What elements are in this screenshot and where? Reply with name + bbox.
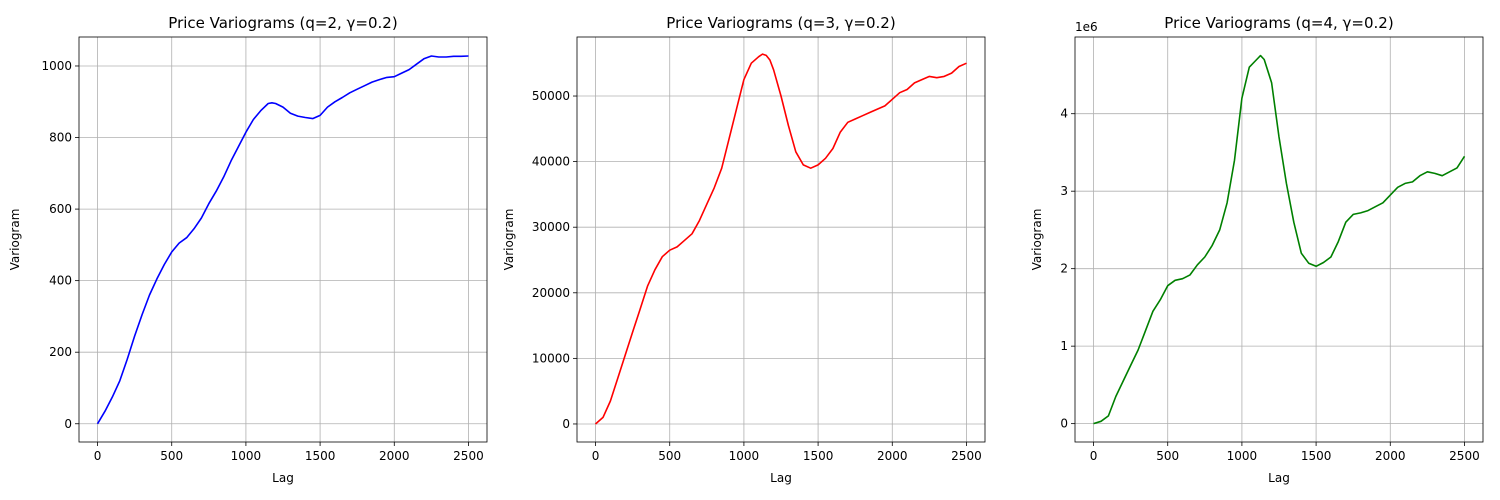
plot-frame (576, 36, 986, 443)
x-tick-label: 2000 (877, 449, 908, 463)
y-axis-label: Variogram (8, 209, 22, 271)
y-tick-label: 10000 (532, 351, 570, 365)
x-axis-label: Lag (1268, 471, 1290, 485)
series-line-1 (1093, 54, 1466, 425)
y-tick-label: 200 (49, 345, 72, 359)
chart-title: Price Variograms (q=4, γ=0.2) (1164, 14, 1393, 32)
x-axis-label: Lag (272, 471, 294, 485)
series-line-1 (96, 55, 469, 425)
chart-panel-1: 0 500 1000 1500 2000 2500 0 200 400 600 800 1000 Pri… (8, 14, 488, 485)
x-tick-label: 0 (1090, 449, 1098, 463)
y-tick-label: 2 (1060, 262, 1068, 276)
chart-title: Price Variograms (q=2, γ=0.2) (168, 14, 397, 32)
y-tick-label: 800 (49, 131, 72, 145)
x-tick-label: 1000 (231, 449, 262, 463)
x-tick-label: 500 (160, 449, 183, 463)
y-tick-label: 3 (1060, 184, 1068, 198)
y-tick-label: 50000 (532, 89, 570, 103)
y-offset-label: 1e6 (1075, 20, 1098, 34)
y-axis-label: Variogram (1030, 209, 1044, 271)
chart-panel-2: 0 500 1000 1500 2000 2500 0 10000 20000 30000 4000… (502, 14, 986, 485)
x-axis-label: Lag (770, 471, 792, 485)
y-tick-label: 400 (49, 274, 72, 288)
x-tick-label: 2000 (1375, 449, 1406, 463)
chart-title: Price Variograms (q=3, γ=0.2) (666, 14, 895, 32)
x-tick-label: 2500 (453, 449, 484, 463)
y-tick-label: 1000 (41, 59, 72, 73)
y-tick-label: 0 (64, 417, 72, 431)
plot-frame (1074, 36, 1484, 443)
y-tick-label: 40000 (532, 155, 570, 169)
x-tick-label: 0 (94, 449, 102, 463)
x-tick-label: 2500 (1449, 449, 1480, 463)
x-tick-label: 1500 (1301, 449, 1332, 463)
x-tick-label: 0 (592, 449, 600, 463)
chart-panel-3: 0 500 1000 1500 2000 2500 0 1 2 3 4 Price Variogram… (1030, 14, 1484, 485)
y-tick-label: 0 (562, 417, 570, 431)
x-tick-label: 2000 (379, 449, 410, 463)
x-tick-label: 1500 (803, 449, 834, 463)
x-tick-label: 1000 (1227, 449, 1258, 463)
y-tick-label: 20000 (532, 286, 570, 300)
y-tick-label: 1 (1060, 339, 1068, 353)
x-tick-label: 2500 (951, 449, 982, 463)
y-tick-label: 600 (49, 202, 72, 216)
plot-frame (78, 36, 488, 443)
y-tick-label: 30000 (532, 220, 570, 234)
y-tick-label: 4 (1060, 107, 1068, 121)
x-tick-label: 1500 (305, 449, 336, 463)
series-line-1 (594, 53, 967, 425)
y-tick-label: 0 (1060, 417, 1068, 431)
y-axis-label: Variogram (502, 209, 516, 271)
x-tick-label: 500 (1156, 449, 1179, 463)
x-tick-label: 500 (658, 449, 681, 463)
x-tick-label: 1000 (729, 449, 760, 463)
